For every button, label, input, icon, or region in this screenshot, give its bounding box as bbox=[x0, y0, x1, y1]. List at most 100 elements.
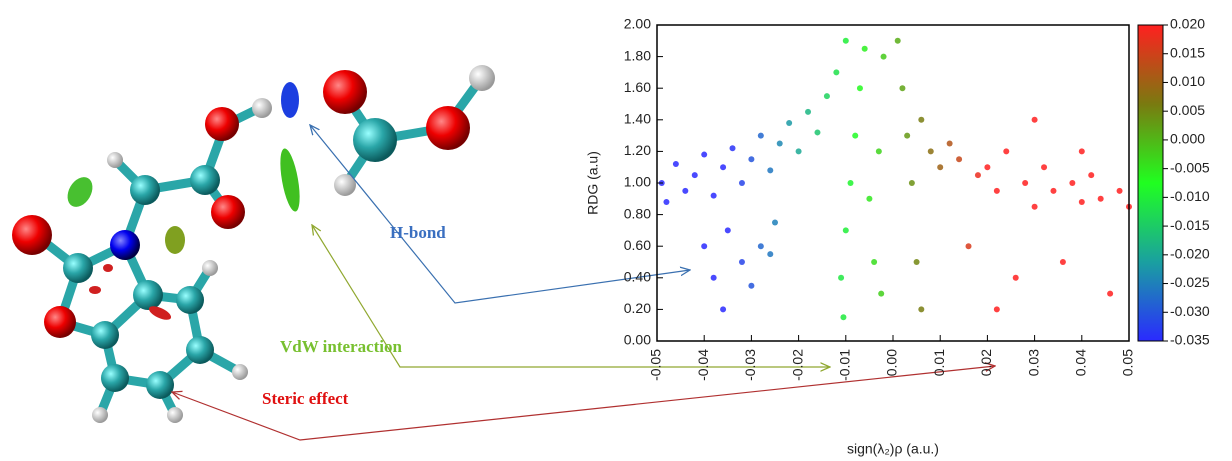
point bbox=[847, 180, 854, 186]
point bbox=[946, 140, 953, 147]
plot-frame bbox=[656, 24, 1130, 342]
colorbar-tick-label: -0.015 bbox=[1170, 217, 1210, 233]
colorbar-tick-label: -0.020 bbox=[1170, 246, 1210, 262]
annotation: VdW interaction bbox=[280, 337, 403, 356]
colorbar-tick-label: -0.030 bbox=[1170, 303, 1210, 319]
point bbox=[720, 306, 727, 313]
point bbox=[875, 148, 882, 155]
point bbox=[993, 306, 1000, 313]
point bbox=[724, 227, 731, 234]
point bbox=[918, 116, 925, 123]
point bbox=[842, 227, 849, 234]
point bbox=[701, 151, 708, 158]
point bbox=[748, 156, 755, 163]
x-tick-label: -0.02 bbox=[789, 349, 805, 381]
colorbar-tick-label: -0.025 bbox=[1170, 274, 1210, 290]
x-tick-label: 0.01 bbox=[931, 349, 947, 376]
point bbox=[1022, 180, 1029, 186]
point bbox=[894, 37, 901, 44]
point bbox=[974, 172, 981, 179]
point bbox=[904, 132, 911, 139]
point bbox=[1107, 290, 1114, 297]
point bbox=[729, 145, 736, 152]
y-tick-label: 1.40 bbox=[624, 111, 651, 127]
point bbox=[682, 187, 689, 194]
point bbox=[1031, 116, 1038, 123]
y-tick-label: 1.80 bbox=[624, 47, 651, 63]
arrows bbox=[172, 125, 995, 441]
point bbox=[1050, 187, 1057, 194]
point bbox=[871, 259, 878, 265]
point bbox=[1012, 274, 1019, 281]
point bbox=[833, 69, 840, 76]
point bbox=[748, 282, 755, 289]
x-tick-label: 0.00 bbox=[884, 349, 900, 376]
point bbox=[1097, 195, 1104, 202]
point bbox=[772, 219, 778, 226]
point bbox=[1059, 259, 1066, 265]
point bbox=[823, 93, 830, 100]
x-tick-label: 0.05 bbox=[1120, 349, 1136, 376]
point bbox=[738, 259, 745, 265]
point bbox=[672, 161, 679, 168]
point bbox=[956, 156, 963, 163]
point bbox=[720, 164, 727, 171]
point bbox=[852, 132, 859, 139]
point bbox=[878, 290, 885, 297]
point bbox=[1041, 164, 1048, 171]
point bbox=[918, 306, 925, 313]
x-tick-label: 0.02 bbox=[978, 349, 994, 376]
point bbox=[993, 187, 1000, 194]
point bbox=[805, 108, 812, 115]
point bbox=[1031, 203, 1038, 210]
point bbox=[861, 45, 868, 52]
x-axis-label: sign(λ₂)ρ (a.u.) bbox=[847, 441, 939, 457]
point bbox=[913, 259, 920, 265]
colorbar-tick-label: 0.010 bbox=[1170, 73, 1205, 89]
point bbox=[1078, 148, 1085, 155]
point bbox=[965, 243, 972, 250]
colorbar-tick-label: 0.020 bbox=[1170, 16, 1205, 32]
colorbar bbox=[1137, 24, 1164, 342]
molecule bbox=[12, 65, 495, 423]
y-tick-label: 0.60 bbox=[624, 237, 651, 253]
colorbar-tick-label: -0.035 bbox=[1170, 332, 1210, 348]
y-tick-label: 1.20 bbox=[624, 142, 651, 158]
point bbox=[767, 251, 774, 258]
y-tick-label: 0.80 bbox=[624, 205, 651, 221]
x-tick-label: -0.01 bbox=[837, 349, 853, 381]
y-tick-label: 2.00 bbox=[624, 16, 651, 32]
point bbox=[795, 148, 802, 155]
colorbar-tick-label: 0.015 bbox=[1170, 44, 1205, 60]
colorbar-tick-label: 0.005 bbox=[1170, 102, 1205, 118]
colorbar-tick-label: -0.010 bbox=[1170, 188, 1210, 204]
point bbox=[840, 314, 847, 321]
x-tick-label: -0.04 bbox=[695, 349, 711, 381]
point bbox=[738, 180, 745, 186]
point bbox=[842, 37, 849, 44]
point bbox=[927, 148, 934, 155]
annotation: Steric effect bbox=[262, 389, 349, 408]
point bbox=[1088, 172, 1095, 179]
point bbox=[866, 195, 873, 202]
x-tick-label: 0.03 bbox=[1025, 349, 1041, 376]
y-axis-label: RDG (a.u) bbox=[585, 151, 601, 215]
x-tick-label: -0.05 bbox=[648, 349, 664, 381]
x-tick-label: 0.04 bbox=[1073, 349, 1089, 376]
point bbox=[880, 53, 887, 60]
point bbox=[757, 132, 764, 139]
point bbox=[776, 140, 783, 147]
y-tick-label: 1.00 bbox=[624, 174, 651, 190]
point bbox=[1003, 148, 1010, 155]
x-tick-label: -0.03 bbox=[742, 349, 758, 381]
point bbox=[786, 119, 793, 126]
point bbox=[908, 180, 915, 186]
point bbox=[984, 164, 991, 171]
point bbox=[1069, 180, 1076, 186]
point bbox=[710, 274, 717, 281]
y-tick-label: 1.60 bbox=[624, 79, 651, 95]
colorbar-tick-label: -0.005 bbox=[1170, 159, 1210, 175]
annotation: H-bond bbox=[390, 223, 446, 242]
plot bbox=[658, 37, 1132, 321]
